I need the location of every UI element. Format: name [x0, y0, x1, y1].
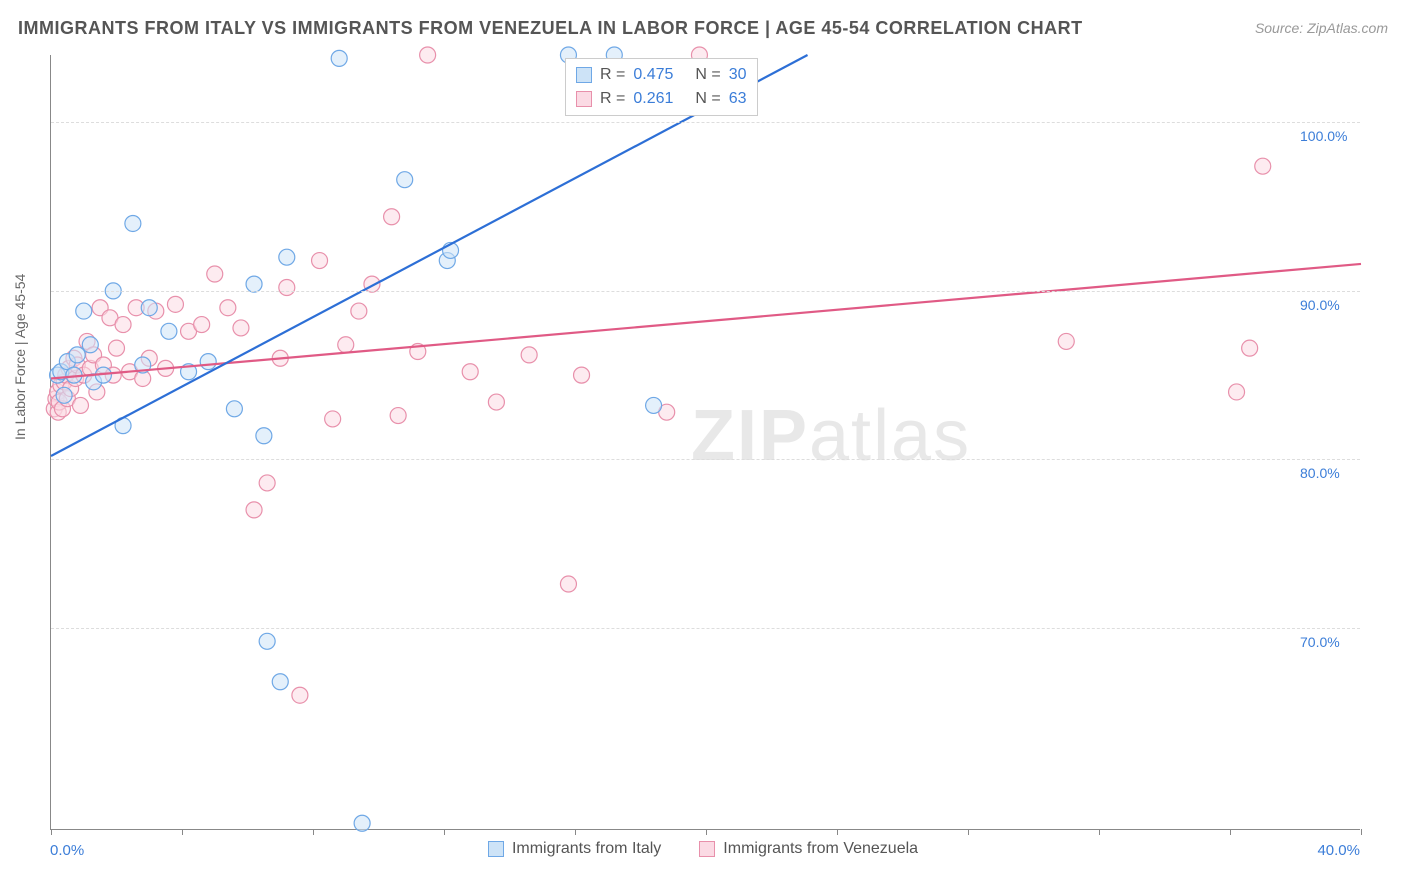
- y-tick-label: 80.0%: [1300, 465, 1340, 481]
- y-axis-title: In Labor Force | Age 45-54: [12, 274, 28, 440]
- chart-svg: [51, 55, 1360, 829]
- legend-italy: Immigrants from Italy: [488, 840, 661, 858]
- n-label: N =: [695, 90, 720, 108]
- legend-swatch-italy: [488, 841, 504, 857]
- y-tick-label: 90.0%: [1300, 297, 1340, 313]
- legend-stats-swatch-italy: [576, 67, 592, 83]
- legend-label-italy: Immigrants from Italy: [512, 840, 661, 858]
- n-label: N =: [695, 66, 720, 84]
- legend-bottom: Immigrants from Italy Immigrants from Ve…: [0, 840, 1406, 858]
- chart-title: IMMIGRANTS FROM ITALY VS IMMIGRANTS FROM…: [18, 18, 1083, 39]
- n-value-venezuela: 63: [729, 90, 747, 108]
- legend-swatch-venezuela: [699, 841, 715, 857]
- y-tick-label: 100.0%: [1300, 128, 1347, 144]
- plot-area: ZIPatlas: [50, 55, 1360, 830]
- legend-venezuela: Immigrants from Venezuela: [699, 840, 918, 858]
- legend-stats-italy: R = 0.475 N = 30: [576, 63, 747, 87]
- legend-stats-swatch-venezuela: [576, 91, 592, 107]
- y-tick-label: 70.0%: [1300, 634, 1340, 650]
- r-value-venezuela: 0.261: [633, 90, 673, 108]
- legend-stats: R = 0.475 N = 30 R = 0.261 N = 63: [565, 58, 758, 116]
- legend-label-venezuela: Immigrants from Venezuela: [723, 840, 918, 858]
- r-label: R =: [600, 66, 625, 84]
- r-label: R =: [600, 90, 625, 108]
- r-value-italy: 0.475: [633, 66, 673, 84]
- source-label: Source: ZipAtlas.com: [1255, 20, 1388, 36]
- legend-stats-venezuela: R = 0.261 N = 63: [576, 87, 747, 111]
- n-value-italy: 30: [729, 66, 747, 84]
